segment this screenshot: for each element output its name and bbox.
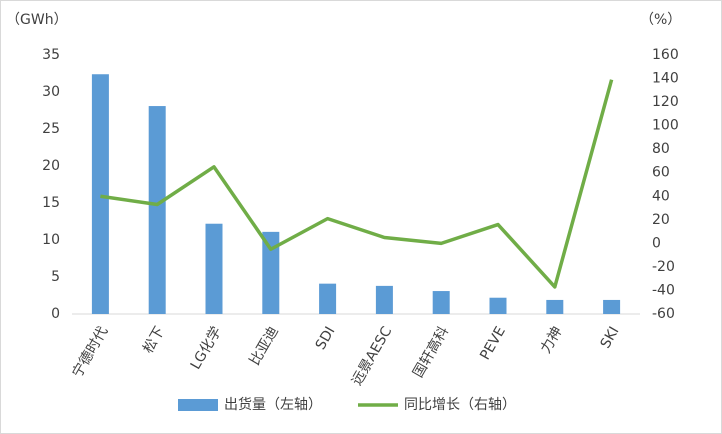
- y2-tick-label: -40: [652, 282, 675, 298]
- y2-tick-label: -20: [652, 259, 675, 275]
- y-tick-label: 5: [51, 269, 60, 285]
- bar: [489, 297, 507, 314]
- bar: [432, 291, 450, 314]
- y-tick-label: 15: [42, 195, 60, 211]
- y-tick-label: 20: [42, 158, 60, 174]
- bar: [603, 299, 621, 314]
- y2-tick-label: -60: [652, 306, 675, 322]
- y2-tick-label: 0: [652, 235, 661, 251]
- y2-axis-label: （%）: [640, 12, 681, 28]
- line: [100, 79, 614, 289]
- bar: [148, 106, 166, 314]
- y2-tick-label: 160: [652, 47, 679, 63]
- y2-tick-label: 140: [652, 71, 679, 87]
- bar: [319, 283, 337, 314]
- y2-tick-label: 20: [652, 212, 670, 228]
- bar: [375, 285, 393, 314]
- y2-tick-label: 40: [652, 188, 670, 204]
- y2-tick-label: 100: [652, 118, 679, 134]
- y-tick-label: 25: [42, 121, 60, 137]
- bar: [546, 299, 564, 314]
- legend-swatch: [178, 399, 218, 411]
- y2-tick-label: 80: [652, 141, 670, 157]
- y-tick-label: 0: [51, 306, 60, 322]
- bar: [205, 223, 223, 314]
- bar: [262, 231, 280, 314]
- y-tick-label: 10: [42, 232, 60, 248]
- y-axis-label: （GWh）: [6, 12, 68, 28]
- y-tick-label: 35: [42, 47, 60, 63]
- y2-tick-label: 120: [652, 94, 679, 110]
- y2-tick-label: 60: [652, 165, 670, 181]
- y-tick-label: 30: [42, 84, 60, 100]
- legend-label: 出货量（左轴）: [224, 396, 322, 413]
- bar: [91, 74, 109, 315]
- legend-label: 同比增长（右轴）: [404, 397, 516, 413]
